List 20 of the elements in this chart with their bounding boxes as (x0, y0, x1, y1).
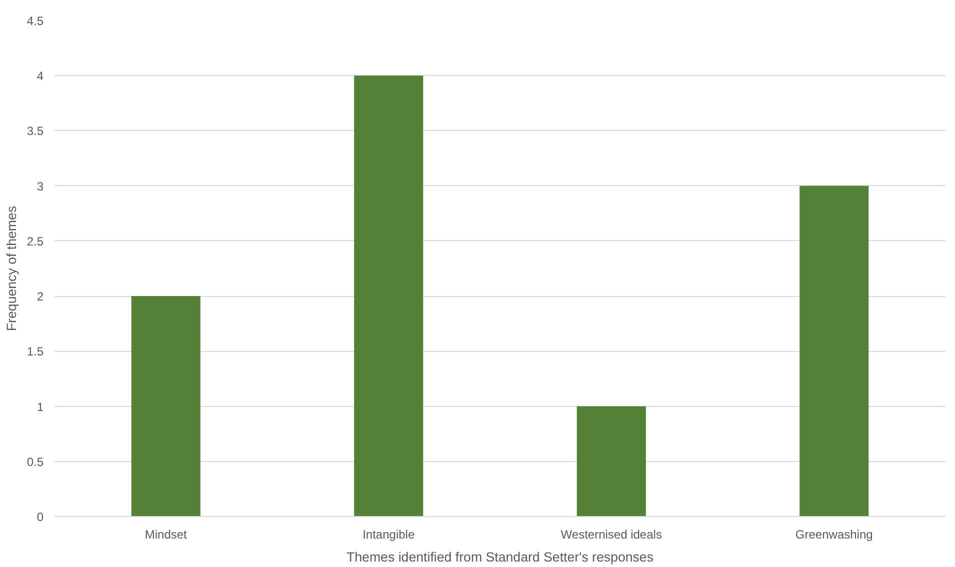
x-axis-title: Themes identified from Standard Setter's responses (346, 550, 654, 564)
y-tick-label: 0 (36, 510, 44, 524)
x-tick-label: Greenwashing (795, 528, 873, 542)
y-tick-label: 4.5 (26, 14, 44, 28)
x-tick-label: Westernised ideals (560, 528, 662, 542)
y-tick-label: 1 (36, 400, 44, 414)
x-tick-label: Mindset (144, 528, 188, 542)
bar (354, 76, 424, 516)
y-tick-label: 2 (36, 290, 44, 304)
y-tick-label: 3 (36, 179, 44, 194)
bar (131, 296, 200, 516)
y-tick-label: 1.5 (26, 344, 44, 359)
y-tick-label: 2.5 (26, 234, 44, 248)
y-tick-label: 0.5 (26, 454, 44, 469)
x-tick-label: Intangible (362, 528, 415, 542)
y-tick-label: 3.5 (26, 124, 44, 138)
bar (800, 186, 869, 516)
y-axis-title: Frequency of themes (4, 206, 19, 332)
y-tick-label: 4 (36, 69, 44, 84)
bar (576, 406, 646, 516)
